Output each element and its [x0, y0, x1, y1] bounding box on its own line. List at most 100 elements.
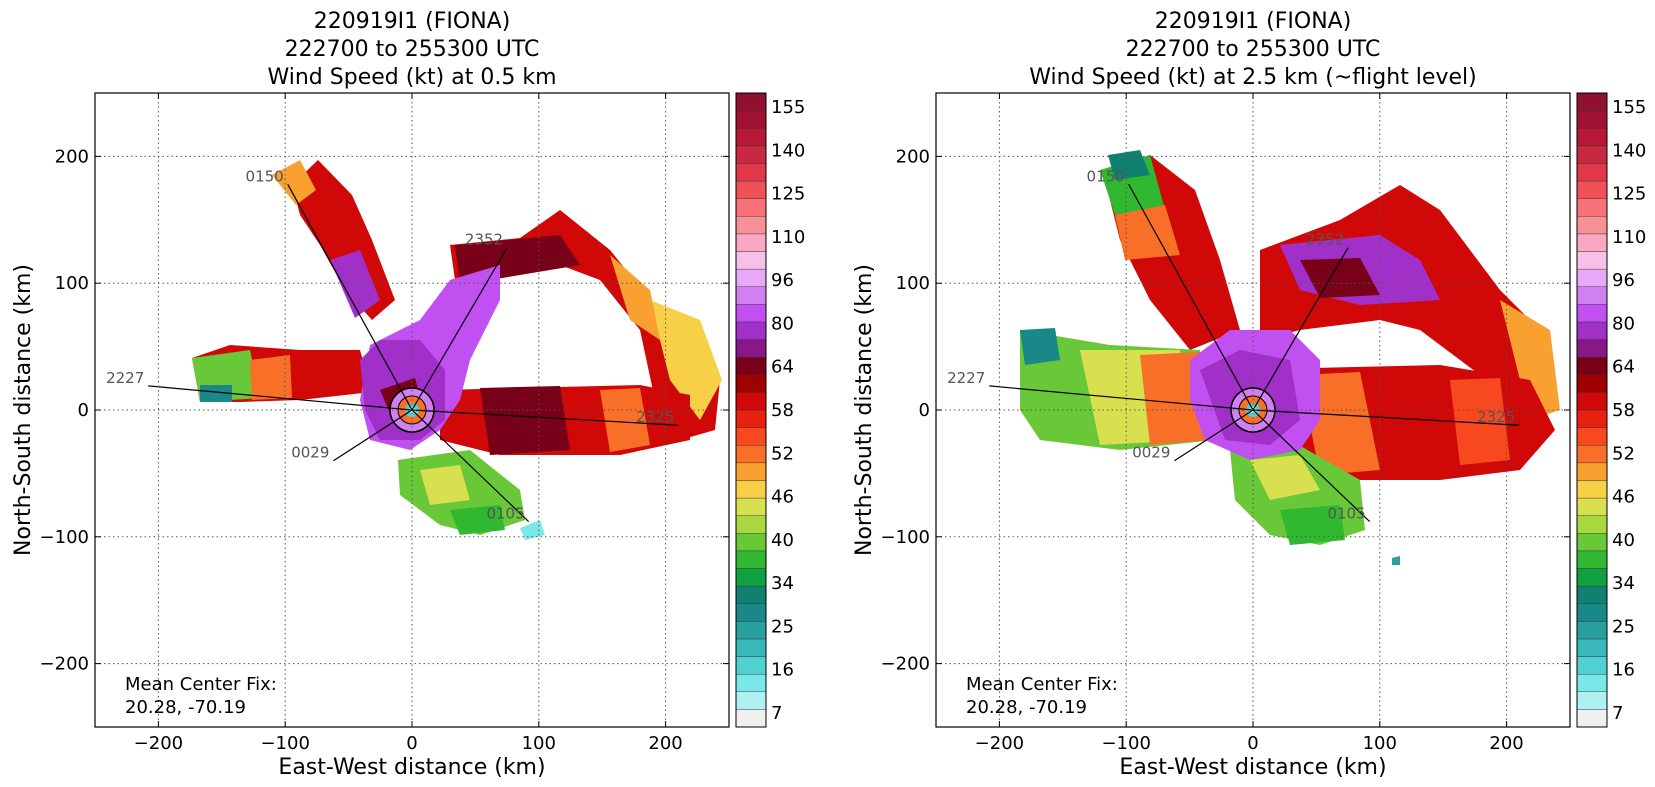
- colorbar-swatch: [1576, 673, 1608, 692]
- colorbar-swatch: [735, 356, 767, 375]
- colorbar-swatch: [1576, 691, 1608, 710]
- y-tick-label: −100: [40, 527, 89, 548]
- colorbar-tick-label: 64: [771, 357, 794, 378]
- colorbar-swatch: [735, 128, 767, 147]
- colorbar-swatch: [1576, 110, 1608, 129]
- colorbar-swatch: [735, 374, 767, 393]
- colorbar-swatch: [1576, 180, 1608, 199]
- flight-leg-line: [148, 385, 413, 411]
- colorbar-tick-label: 25: [1612, 616, 1635, 637]
- colorbar-swatch: [1576, 480, 1608, 499]
- x-tick-label: −100: [260, 733, 309, 754]
- colorbar-swatch: [1576, 268, 1608, 287]
- flight-leg-label: 2227: [947, 369, 985, 387]
- flight-leg-line: [333, 409, 413, 462]
- flight-leg-line: [1174, 409, 1254, 462]
- flight-leg-line: [411, 409, 679, 426]
- colorbar-swatch: [1576, 163, 1608, 182]
- colorbar-swatch: [1576, 198, 1608, 217]
- colorbar-swatch: [1576, 709, 1608, 728]
- colorbar-swatch: [1576, 374, 1608, 393]
- y-tick-label: 200: [896, 146, 930, 167]
- colorbar-swatch: [735, 445, 767, 464]
- colorbar-swatch: [1576, 533, 1608, 552]
- x-tick-label: 200: [1489, 733, 1523, 754]
- colorbar-swatch: [1576, 568, 1608, 587]
- colorbar-swatch: [1576, 550, 1608, 569]
- colorbar-swatch: [735, 304, 767, 323]
- colorbar-swatch: [735, 145, 767, 164]
- colorbar-swatch: [735, 638, 767, 657]
- flight-leg-line: [1252, 247, 1349, 411]
- x-axis-label: East-West distance (km): [1119, 755, 1386, 780]
- panel-left: 220919I1 (FIONA) 222700 to 255300 UTC Wi…: [11, 9, 805, 780]
- colorbar-swatch: [1576, 656, 1608, 675]
- flight-leg-label: 2227: [106, 369, 144, 387]
- colorbar-swatch: [1576, 409, 1608, 428]
- colorbar-swatch: [735, 656, 767, 675]
- panel-right: 220919I1 (FIONA) 222700 to 255300 UTC Wi…: [852, 9, 1646, 780]
- colorbar-frame: [1576, 92, 1608, 728]
- colorbar-swatch: [1576, 356, 1608, 375]
- colorbar-tick-label: 40: [1612, 530, 1635, 551]
- colorbar-tick-label: 125: [1612, 184, 1646, 205]
- colorbar-tick-label: 140: [771, 140, 805, 161]
- colorbar-swatch: [735, 180, 767, 199]
- flight-leg-label: 0150: [246, 167, 284, 185]
- colorbar: 155 140 125 110 96 80 64 58 52 46 40 34 25 16 7: [735, 92, 805, 728]
- colorbar-swatch: [735, 585, 767, 604]
- colorbar-swatch: [1576, 233, 1608, 252]
- colorbar-tick-label: 58: [1612, 400, 1635, 421]
- colorbar-swatch: [1576, 392, 1608, 411]
- colorbar-tick-label: 140: [1612, 140, 1646, 161]
- y-tick-label: −200: [881, 654, 930, 675]
- colorbar-swatch: [1576, 304, 1608, 323]
- colorbar-tick-label: 125: [771, 184, 805, 205]
- colorbar-swatch: [1576, 638, 1608, 657]
- x-tick-label: −200: [134, 733, 183, 754]
- x-axis-label: East-West distance (km): [278, 755, 545, 780]
- flight-leg-label: 0150: [1087, 167, 1125, 185]
- chart-title-line-3: Wind Speed (kt) at 2.5 km (~flight level…: [1029, 65, 1476, 90]
- colorbar-tick-label: 7: [1612, 703, 1623, 724]
- x-tick-label: 0: [406, 733, 417, 754]
- colorbar-tick-label: 52: [1612, 443, 1635, 464]
- colorbar-swatch: [1576, 445, 1608, 464]
- colorbar-swatch: [1576, 497, 1608, 516]
- flight-leg-line: [989, 385, 1254, 411]
- colorbar-swatch: [1576, 321, 1608, 340]
- colorbar-swatch: [1576, 339, 1608, 358]
- colorbar-swatch: [1576, 286, 1608, 305]
- colorbar-swatch: [735, 497, 767, 516]
- colorbar-swatch: [1576, 515, 1608, 534]
- colorbar-swatch: [735, 603, 767, 622]
- colorbar: 155 140 125 110 96 80 64 58 52 46 40 34 25 16 7: [1576, 92, 1646, 728]
- flight-leg-line: [411, 247, 508, 411]
- colorbar-tick-label: 96: [1612, 270, 1635, 291]
- y-tick-label: 200: [55, 146, 89, 167]
- colorbar-swatch: [735, 251, 767, 270]
- x-tick-label: 100: [522, 733, 556, 754]
- colorbar-swatch: [735, 163, 767, 182]
- flight-leg-label: 0029: [291, 444, 329, 462]
- colorbar-swatch: [735, 286, 767, 305]
- flight-leg-line: [411, 409, 530, 523]
- flight-leg-line: [287, 184, 413, 411]
- chart-title-line-2: 222700 to 255300 UTC: [285, 37, 540, 62]
- y-tick-label: −200: [40, 654, 89, 675]
- colorbar-swatch: [735, 691, 767, 710]
- colorbar-tick-label: 16: [1612, 660, 1635, 681]
- y-tick-label: 0: [919, 400, 930, 421]
- colorbar-swatch: [735, 110, 767, 129]
- colorbar-swatch: [735, 621, 767, 640]
- chart-title-line-2: 222700 to 255300 UTC: [1126, 37, 1381, 62]
- colorbar-swatch: [735, 462, 767, 481]
- flight-leg-label: 0105: [486, 505, 524, 523]
- x-tick-label: 100: [1363, 733, 1397, 754]
- colorbar-tick-label: 25: [771, 616, 794, 637]
- chart-title-line-1: 220919I1 (FIONA): [1155, 9, 1352, 34]
- colorbar-tick-label: 155: [771, 97, 805, 118]
- center-fix-value: 20.28, -70.19: [966, 697, 1087, 718]
- colorbar-swatch: [735, 268, 767, 287]
